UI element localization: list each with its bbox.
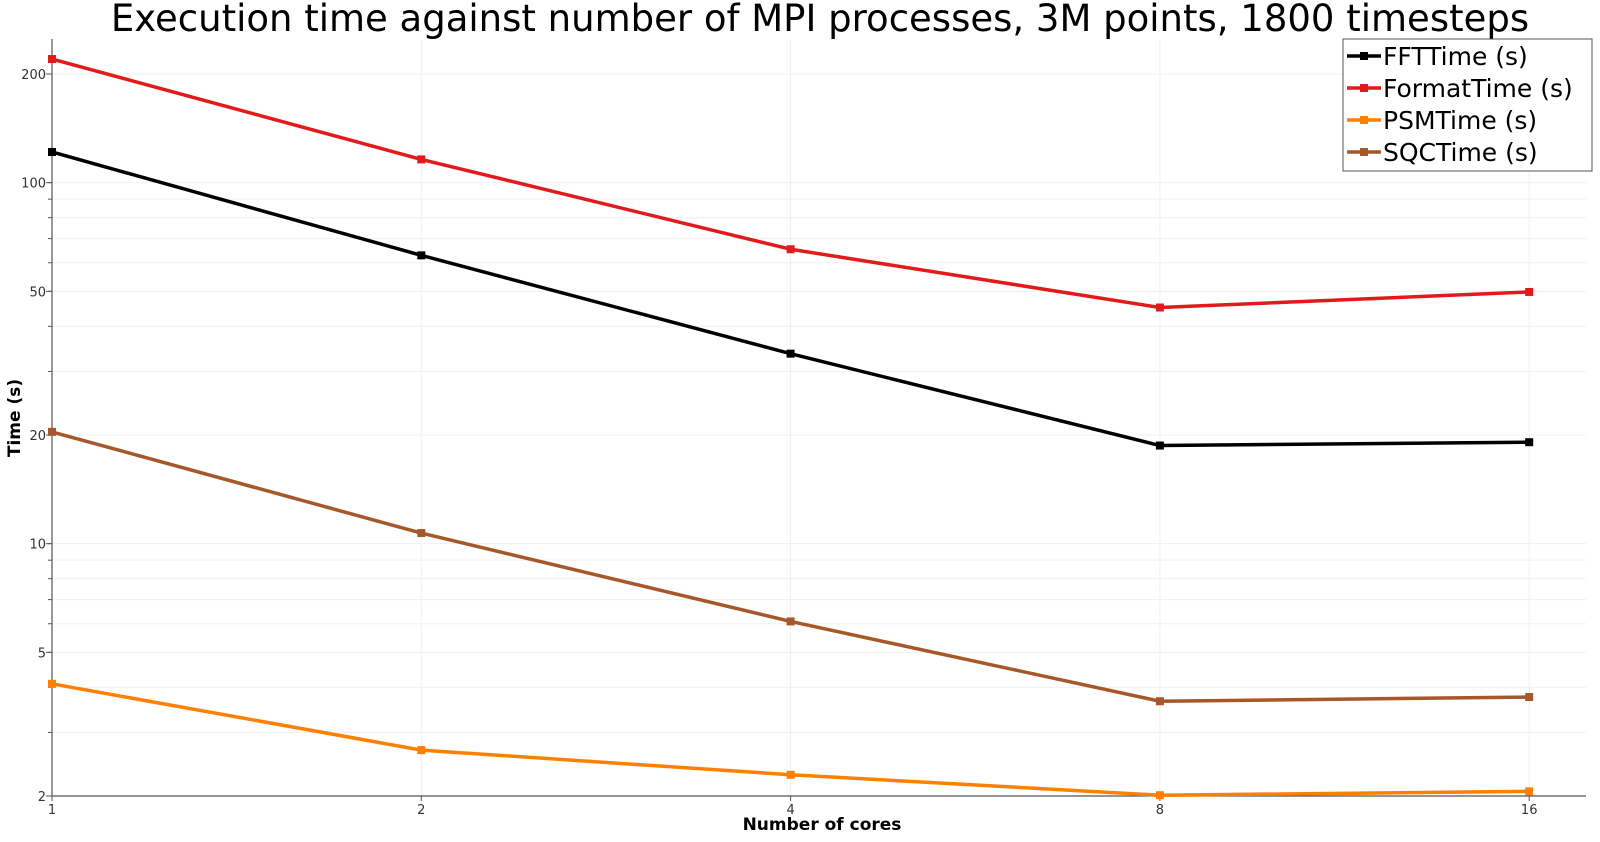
x-tick-label: 8 — [1156, 803, 1164, 818]
data-point — [417, 155, 426, 164]
data-point — [1525, 693, 1534, 702]
data-point — [417, 746, 426, 755]
data-point — [1155, 303, 1164, 312]
data-point — [1525, 287, 1534, 296]
legend-label: FormatTime (s) — [1383, 74, 1573, 103]
x-tick-label: 4 — [786, 803, 794, 818]
data-point — [417, 529, 426, 538]
y-tick-label: 200 — [21, 68, 46, 83]
x-tick-label: 1 — [48, 803, 56, 818]
legend-label: PSMTime (s) — [1383, 106, 1537, 135]
legend-box — [1342, 38, 1593, 172]
series-group — [48, 55, 1534, 800]
data-point — [48, 427, 56, 436]
y-axis-label: Time (s) — [5, 379, 25, 457]
data-point — [786, 770, 795, 779]
data-point — [1525, 438, 1534, 447]
data-point — [48, 679, 56, 688]
data-point — [786, 617, 795, 626]
legend-label: FFTTime (s) — [1383, 42, 1528, 71]
y-tick-label: 50 — [29, 285, 46, 300]
x-axis-label: Number of cores — [743, 815, 902, 835]
data-point — [417, 251, 426, 260]
legend-label: SQCTime (s) — [1383, 138, 1538, 167]
data-point — [786, 349, 795, 358]
data-point — [1155, 697, 1164, 706]
legend: FFTTime (s) FormatTime (s) PSMTime (s) SQCT… — [1342, 38, 1593, 172]
data-point — [48, 147, 56, 156]
x-tick-label: 16 — [1521, 803, 1538, 818]
legend-swatch-marker — [1360, 148, 1368, 156]
data-point — [1155, 441, 1164, 450]
data-point — [786, 245, 795, 254]
legend-swatch-marker — [1360, 116, 1368, 124]
x-tick-label: 2 — [417, 803, 425, 818]
data-point — [1525, 787, 1534, 796]
y-tick-label: 20 — [29, 429, 46, 444]
y-tick-label: 5 — [38, 646, 46, 661]
legend-swatch-marker — [1360, 52, 1368, 60]
y-tick-label: 2 — [38, 790, 46, 805]
data-point — [48, 55, 56, 64]
data-point — [1155, 791, 1164, 800]
y-tick-label: 10 — [29, 538, 46, 553]
grid — [51, 39, 1586, 797]
legend-swatch-marker — [1360, 84, 1368, 92]
y-tick-label: 100 — [21, 177, 46, 192]
chart-title: Execution time against number of MPI pro… — [111, 0, 1529, 40]
